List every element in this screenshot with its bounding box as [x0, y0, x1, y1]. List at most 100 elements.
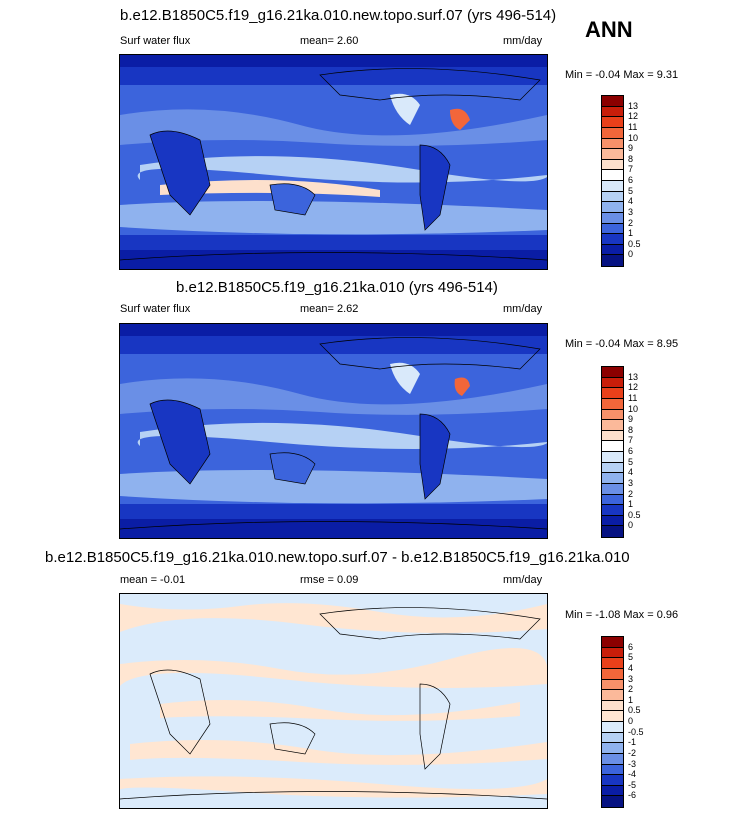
- colorbar-swatch: [602, 159, 623, 171]
- panel2-minmax: Min = -0.04 Max = 8.95: [565, 338, 679, 350]
- colorbar-swatch: [602, 785, 623, 797]
- colorbar-tick-label: 1: [628, 228, 634, 239]
- colorbar-tick-label: 1: [628, 499, 634, 510]
- colorbar-tick-label: -1: [628, 737, 637, 748]
- colorbar-tick-label: -4: [628, 769, 637, 780]
- colorbar-swatch: [602, 96, 623, 107]
- colorbar-swatch: [602, 637, 623, 648]
- colorbar-tick-label: -0.5: [628, 726, 644, 737]
- colorbar-swatch: [602, 775, 623, 786]
- colorbar-tick-label: 4: [628, 662, 634, 673]
- panel3-minmax: Min = -1.08 Max = 0.96: [565, 609, 679, 621]
- panel1-mean: mean= 2.60: [300, 35, 359, 47]
- panel2-colorbar: [601, 366, 624, 538]
- colorbar-tick-label: 4: [628, 196, 634, 207]
- colorbar-swatch: [602, 505, 623, 516]
- season-label: ANN: [585, 17, 633, 42]
- colorbar-tick-label: 1: [628, 694, 634, 705]
- colorbar-tick-label: -3: [628, 758, 637, 769]
- colorbar-swatch: [602, 388, 623, 399]
- colorbar-tick-label: 11: [628, 392, 638, 403]
- colorbar-tick-label: 10: [628, 403, 639, 414]
- colorbar-tick-label: -2: [628, 747, 637, 758]
- colorbar-swatch: [602, 255, 623, 266]
- colorbar-swatch: [602, 377, 623, 389]
- panel3-mean: mean = -0.01: [120, 574, 186, 586]
- colorbar-swatch: [602, 170, 623, 181]
- colorbar-swatch: [602, 743, 623, 754]
- panel1-variable: Surf water flux: [120, 35, 191, 47]
- colorbar-swatch: [602, 732, 623, 744]
- panel3-map: [119, 593, 548, 809]
- colorbar-tick-label: 4: [628, 467, 634, 478]
- panel3-map-field: [120, 594, 547, 808]
- colorbar-swatch: [602, 796, 623, 807]
- colorbar-tick-label: 5: [628, 652, 634, 663]
- colorbar-swatch: [602, 711, 623, 722]
- colorbar-tick-label: 0.5: [628, 238, 641, 249]
- colorbar-tick-label: 0.5: [628, 509, 641, 520]
- colorbar-tick-label: 5: [628, 456, 634, 467]
- colorbar-tick-label: 12: [628, 111, 639, 122]
- panel3-title: b.e12.B1850C5.f19_g16.21ka.010.new.topo.…: [45, 549, 630, 566]
- colorbar-tick-label: 11: [628, 121, 638, 132]
- colorbar-tick-label: 10: [628, 132, 639, 143]
- colorbar-tick-label: -5: [628, 779, 637, 790]
- colorbar-tick-label: -6: [628, 790, 637, 801]
- panel1-units: mm/day: [503, 35, 543, 47]
- colorbar-tick-label: 2: [628, 684, 634, 695]
- colorbar-swatch: [602, 398, 623, 410]
- colorbar-swatch: [602, 212, 623, 224]
- colorbar-swatch: [602, 526, 623, 537]
- colorbar-swatch: [602, 181, 623, 192]
- colorbar-tick-label: 9: [628, 414, 634, 425]
- colorbar-tick-label: 13: [628, 100, 639, 111]
- colorbar-tick-label: 5: [628, 185, 634, 196]
- colorbar-swatch: [602, 494, 623, 506]
- panel1-map: [119, 54, 548, 270]
- colorbar-swatch: [602, 462, 623, 474]
- colorbar-tick-label: 2: [628, 217, 634, 228]
- panel2-mean: mean= 2.62: [300, 303, 359, 315]
- colorbar-tick-label: 3: [628, 477, 634, 488]
- colorbar-tick-label: 12: [628, 382, 639, 393]
- colorbar-swatch: [602, 234, 623, 245]
- panel3-colorbar: [601, 636, 624, 808]
- colorbar-swatch: [602, 668, 623, 680]
- colorbar-swatch: [602, 679, 623, 691]
- colorbar-tick-label: 8: [628, 153, 634, 164]
- panel2-title: b.e12.B1850C5.f19_g16.21ka.010 (yrs 496-…: [176, 279, 498, 296]
- colorbar-tick-label: 0: [628, 249, 634, 260]
- colorbar-tick-label: 3: [628, 673, 634, 684]
- colorbar-swatch: [602, 223, 623, 235]
- panel3-units: mm/day: [503, 574, 543, 586]
- colorbar-swatch: [602, 191, 623, 203]
- colorbar-swatch: [602, 409, 623, 421]
- colorbar-tick-label: 6: [628, 446, 634, 456]
- colorbar-swatch: [602, 764, 623, 776]
- colorbar-tick-label: 3: [628, 206, 634, 217]
- panel1-colorbar: [601, 95, 624, 267]
- colorbar-swatch: [602, 515, 623, 527]
- panel2-units: mm/day: [503, 303, 543, 315]
- colorbar-tick-label: 2: [628, 488, 634, 499]
- colorbar-swatch: [602, 452, 623, 463]
- colorbar-swatch: [602, 700, 623, 712]
- colorbar-swatch: [602, 420, 623, 431]
- colorbar-swatch: [602, 117, 623, 128]
- colorbar-swatch: [602, 483, 623, 495]
- colorbar-swatch: [602, 244, 623, 256]
- colorbar-swatch: [602, 753, 623, 765]
- colorbar-swatch: [602, 690, 623, 701]
- panel2-variable: Surf water flux: [120, 303, 191, 315]
- panel1-title: b.e12.B1850C5.f19_g16.21ka.010.new.topo.…: [120, 7, 557, 24]
- colorbar-tick-label: 6: [628, 175, 634, 185]
- colorbar-swatch: [602, 647, 623, 659]
- colorbar-swatch: [602, 149, 623, 160]
- colorbar-swatch: [602, 367, 623, 378]
- panel1-minmax: Min = -0.04 Max = 9.31: [565, 69, 679, 81]
- colorbar-swatch: [602, 441, 623, 452]
- colorbar-swatch: [602, 106, 623, 118]
- colorbar-swatch: [602, 658, 623, 669]
- colorbar-swatch: [602, 430, 623, 442]
